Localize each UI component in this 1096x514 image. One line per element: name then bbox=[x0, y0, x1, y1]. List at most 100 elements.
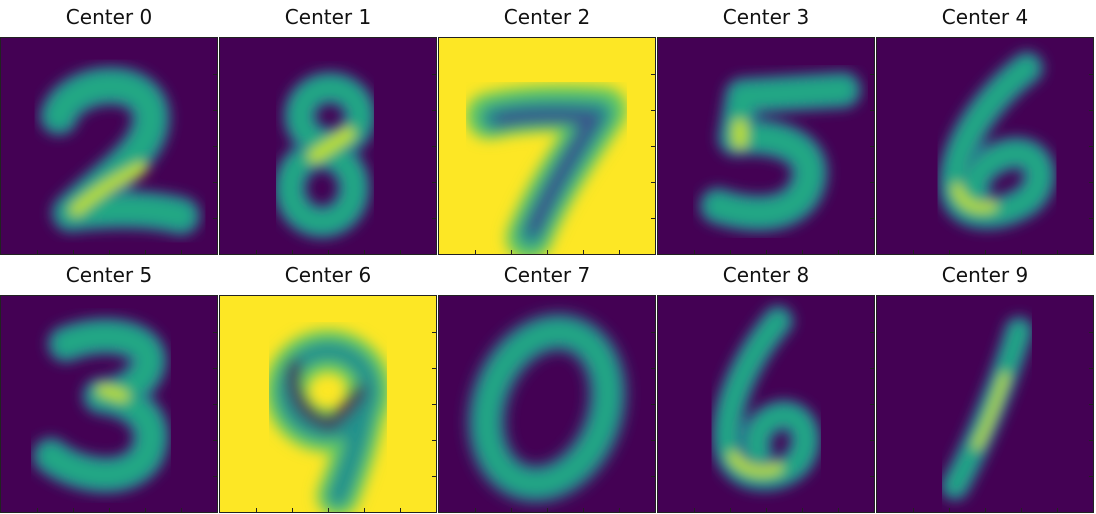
axis-tick bbox=[838, 250, 839, 254]
axis-tick bbox=[256, 250, 257, 254]
axis-tick bbox=[766, 250, 767, 254]
axis-tick bbox=[583, 250, 584, 254]
axis-tick bbox=[213, 440, 217, 441]
centroid-digit-6 bbox=[658, 296, 874, 512]
centroid-digit-1 bbox=[877, 296, 1093, 512]
axis-tick bbox=[432, 476, 436, 477]
centroid-digit-8 bbox=[220, 38, 436, 254]
axis-tick bbox=[213, 74, 217, 75]
axis-tick bbox=[949, 508, 950, 512]
axis-tick bbox=[109, 508, 110, 512]
axis-tick bbox=[547, 250, 548, 254]
axis-tick bbox=[37, 250, 38, 254]
centroid-image bbox=[0, 37, 218, 255]
axis-tick bbox=[256, 508, 257, 512]
panel-title: Center 7 bbox=[503, 263, 591, 287]
axis-tick bbox=[213, 476, 217, 477]
axis-tick bbox=[619, 508, 620, 512]
centroid-image bbox=[219, 295, 437, 513]
axis-tick bbox=[511, 250, 512, 254]
axis-tick bbox=[870, 368, 874, 369]
axis-tick bbox=[1057, 508, 1058, 512]
axis-tick bbox=[432, 218, 436, 219]
centroid-image bbox=[438, 295, 656, 513]
axis-tick bbox=[651, 440, 655, 441]
centroid-digit-7 bbox=[439, 38, 655, 254]
axis-tick bbox=[432, 404, 436, 405]
panel-title: Center 4 bbox=[941, 5, 1029, 29]
centroid-digit-0 bbox=[439, 296, 655, 512]
axis-tick bbox=[213, 332, 217, 333]
axis-tick bbox=[73, 250, 74, 254]
centroid-digit-5 bbox=[658, 38, 874, 254]
axis-tick bbox=[73, 508, 74, 512]
axis-tick bbox=[432, 440, 436, 441]
centroid-digit-3 bbox=[1, 296, 217, 512]
axis-tick bbox=[694, 250, 695, 254]
axis-tick bbox=[583, 508, 584, 512]
axis-tick bbox=[1089, 110, 1093, 111]
axis-tick bbox=[1089, 440, 1093, 441]
panel-title: Center 1 bbox=[284, 5, 372, 29]
panel-title: Center 3 bbox=[722, 5, 810, 29]
panel-title: Center 6 bbox=[284, 263, 372, 287]
axis-tick bbox=[1021, 508, 1022, 512]
axis-tick bbox=[364, 250, 365, 254]
axis-tick bbox=[328, 508, 329, 512]
axis-tick bbox=[511, 508, 512, 512]
axis-tick bbox=[802, 250, 803, 254]
centroid-image bbox=[0, 295, 218, 513]
axis-tick bbox=[1089, 404, 1093, 405]
axis-tick bbox=[870, 476, 874, 477]
centroid-image bbox=[876, 37, 1094, 255]
centroid-digit-2 bbox=[1, 38, 217, 254]
axis-tick bbox=[432, 368, 436, 369]
axis-tick bbox=[802, 508, 803, 512]
axis-tick bbox=[913, 250, 914, 254]
axis-tick bbox=[213, 218, 217, 219]
axis-tick bbox=[292, 250, 293, 254]
axis-tick bbox=[1089, 74, 1093, 75]
axis-tick bbox=[730, 250, 731, 254]
axis-tick bbox=[730, 508, 731, 512]
centroid-image bbox=[438, 37, 656, 255]
centroid-image bbox=[657, 295, 875, 513]
axis-tick bbox=[475, 250, 476, 254]
axis-tick bbox=[870, 182, 874, 183]
axis-tick bbox=[432, 146, 436, 147]
axis-tick bbox=[870, 404, 874, 405]
centroid-image bbox=[219, 37, 437, 255]
axis-tick bbox=[766, 508, 767, 512]
axis-tick bbox=[651, 110, 655, 111]
axis-tick bbox=[432, 182, 436, 183]
axis-tick bbox=[145, 250, 146, 254]
axis-tick bbox=[1089, 218, 1093, 219]
axis-tick bbox=[913, 508, 914, 512]
axis-tick bbox=[949, 250, 950, 254]
axis-tick bbox=[870, 110, 874, 111]
axis-tick bbox=[870, 332, 874, 333]
axis-tick bbox=[213, 182, 217, 183]
axis-tick bbox=[870, 146, 874, 147]
axis-tick bbox=[985, 508, 986, 512]
axis-tick bbox=[400, 250, 401, 254]
axis-tick bbox=[651, 476, 655, 477]
axis-tick bbox=[838, 508, 839, 512]
axis-tick bbox=[651, 146, 655, 147]
axis-tick bbox=[292, 508, 293, 512]
axis-tick bbox=[181, 250, 182, 254]
axis-tick bbox=[181, 508, 182, 512]
axis-tick bbox=[213, 146, 217, 147]
axis-tick bbox=[400, 508, 401, 512]
axis-tick bbox=[651, 332, 655, 333]
axis-tick bbox=[870, 440, 874, 441]
axis-tick bbox=[432, 332, 436, 333]
axis-tick bbox=[432, 74, 436, 75]
centroid-image bbox=[876, 295, 1094, 513]
axis-tick bbox=[870, 74, 874, 75]
axis-tick bbox=[37, 508, 38, 512]
axis-tick bbox=[213, 404, 217, 405]
panel-title: Center 9 bbox=[941, 263, 1029, 287]
axis-tick bbox=[328, 250, 329, 254]
axis-tick bbox=[1089, 332, 1093, 333]
